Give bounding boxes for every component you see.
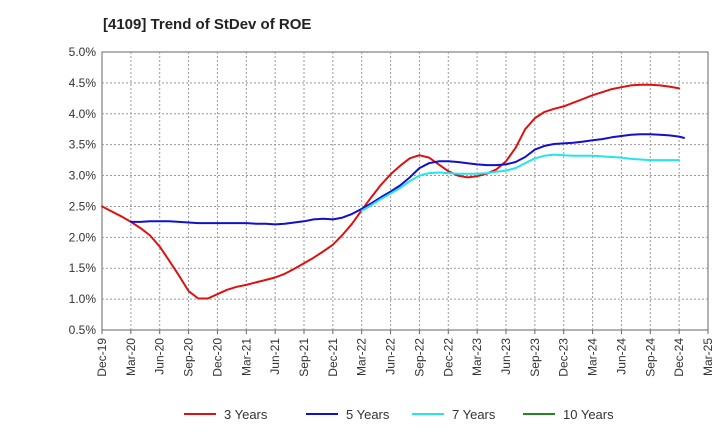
series-line-7-years xyxy=(360,153,681,212)
y-tick-label: 4.5% xyxy=(69,76,97,90)
x-tick-label: Dec-22 xyxy=(441,338,455,377)
y-tick-label: 5.0% xyxy=(69,45,97,59)
x-tick-label: Mar-23 xyxy=(470,338,484,376)
x-tick-label: Jun-22 xyxy=(384,338,398,375)
y-axis-ticks: 0.5% 1.0% 1.5% 2.0% 2.5% 3.0% 3.5% 4.0% 4.5% 5.0% xyxy=(69,45,97,337)
y-tick-label: 3.5% xyxy=(69,138,97,152)
series-line-3-years xyxy=(101,83,681,300)
y-tick-label: 4.0% xyxy=(69,107,97,121)
y-tick-label: 2.5% xyxy=(69,199,97,213)
x-tick-label: Dec-21 xyxy=(326,338,340,377)
y-tick-label: 0.5% xyxy=(69,323,97,337)
y-tick-label: 1.5% xyxy=(69,261,97,275)
x-tick-label: Sep-24 xyxy=(643,338,657,377)
legend-label: 7 Years xyxy=(452,407,496,422)
series-lines xyxy=(101,83,685,300)
legend: 3 Years 5 Years 7 Years 10 Years xyxy=(184,407,614,422)
x-tick-label: Jun-23 xyxy=(499,338,513,375)
x-tick-label: Dec-24 xyxy=(672,338,686,377)
y-tick-label: 1.0% xyxy=(69,292,97,306)
y-tick-label: 3.0% xyxy=(69,169,97,183)
x-tick-label: Mar-20 xyxy=(124,338,138,376)
legend-label: 5 Years xyxy=(346,407,390,422)
x-tick-label: Sep-20 xyxy=(182,338,196,377)
x-tick-label: Jun-24 xyxy=(614,338,628,375)
x-tick-label: Jun-20 xyxy=(153,338,167,375)
x-tick-label: Jun-21 xyxy=(268,338,282,375)
legend-label: 3 Years xyxy=(224,407,268,422)
plot-frame xyxy=(101,51,709,331)
legend-label: 10 Years xyxy=(563,407,614,422)
x-tick-label: Mar-21 xyxy=(239,338,253,376)
series-line-5-years xyxy=(129,133,685,226)
x-tick-label: Dec-20 xyxy=(210,338,224,377)
chart-title: [4109] Trend of StDev of ROE xyxy=(103,16,311,33)
x-tick-label: Dec-19 xyxy=(95,338,109,377)
x-axis-ticks: Dec-19 Mar-20 Jun-20 Sep-20 Dec-20 Mar-21 Jun-… xyxy=(95,330,715,377)
plot-grid xyxy=(101,51,709,331)
x-tick-label: Sep-23 xyxy=(528,338,542,377)
x-tick-label: Mar-25 xyxy=(701,338,715,376)
x-tick-label: Sep-22 xyxy=(412,338,426,377)
x-tick-label: Mar-24 xyxy=(586,338,600,376)
x-tick-label: Dec-23 xyxy=(557,338,571,377)
x-tick-label: Mar-22 xyxy=(355,338,369,376)
x-tick-label: Sep-21 xyxy=(297,338,311,377)
y-tick-label: 2.0% xyxy=(69,230,97,244)
